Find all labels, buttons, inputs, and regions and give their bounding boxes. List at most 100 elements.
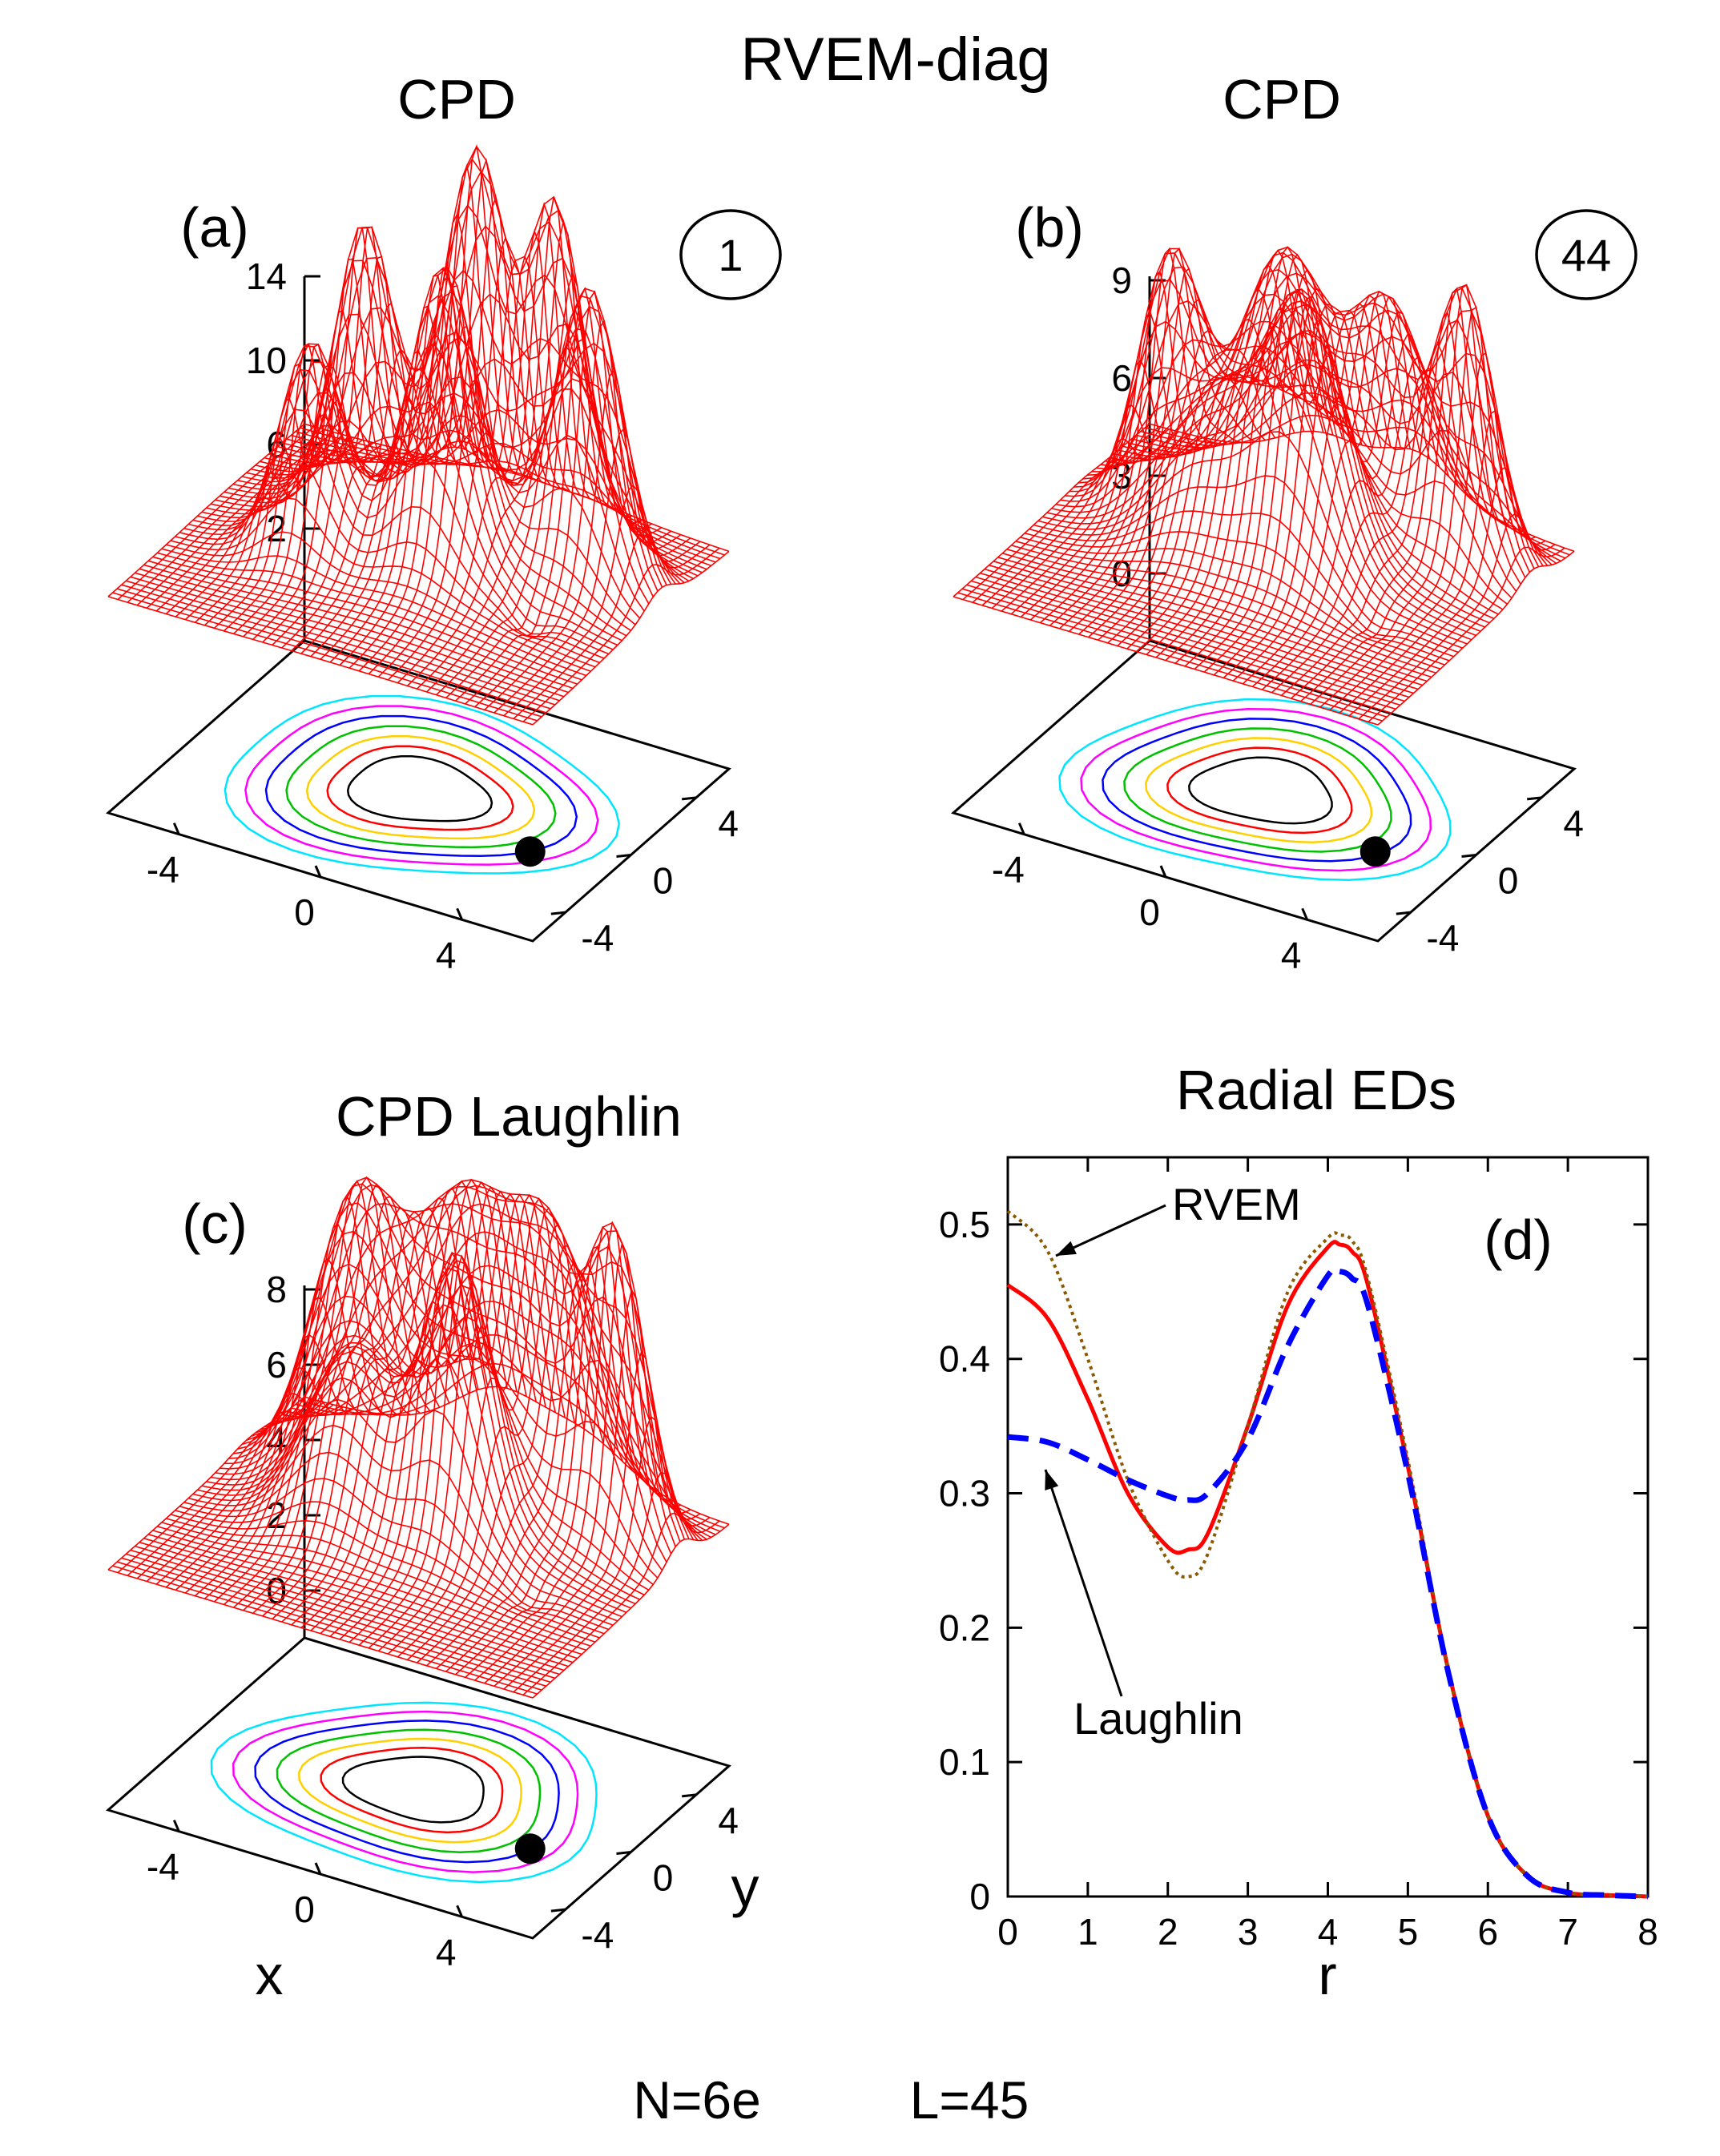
floor-contour-line xyxy=(341,1756,485,1824)
y-tick-label: 4 xyxy=(1563,802,1584,844)
floor-contour-line xyxy=(1080,708,1432,872)
panel-title: CPD xyxy=(1223,68,1341,131)
x-tick-label: 0 xyxy=(294,1889,315,1930)
surface-mesh-line xyxy=(272,1185,699,1541)
panel-letter: (d) xyxy=(1484,1209,1553,1271)
surface-mesh-line xyxy=(1136,364,1561,562)
floor-contour-line xyxy=(326,745,514,831)
surface-mesh-line xyxy=(220,376,645,612)
surface-mesh-line xyxy=(329,1185,527,1637)
y-tick-mark xyxy=(550,911,566,915)
x-tick-label: -4 xyxy=(992,849,1025,891)
footer-l-label: L=45 xyxy=(910,2070,1029,2130)
surface-mesh-line xyxy=(1194,288,1392,670)
x-tick-label: 8 xyxy=(1637,1911,1658,1953)
surface-mesh-line xyxy=(1319,306,1517,708)
y-tick-label: 0.2 xyxy=(939,1607,990,1648)
surface-mesh-line xyxy=(175,454,600,664)
floor-box xyxy=(105,639,732,943)
x-tick-label: 0 xyxy=(294,891,315,933)
surface-mesh-line xyxy=(971,580,1396,710)
fixed-electron-marker xyxy=(1359,836,1391,867)
surface-mesh-line xyxy=(224,377,650,605)
surface-mesh-line xyxy=(953,596,1379,726)
x-tick-label: 0 xyxy=(1139,891,1160,933)
surface-mesh-line xyxy=(241,1202,667,1563)
y-tick-label: 0 xyxy=(1498,860,1519,902)
y-tick-mark xyxy=(616,854,631,858)
annotation-laughlin: Laughlin xyxy=(1073,1693,1243,1744)
y-tick-mark xyxy=(682,1793,697,1798)
floor-contour-line xyxy=(1188,756,1333,825)
surface-mesh-line xyxy=(237,259,663,588)
surface-mesh-line xyxy=(1126,246,1324,650)
z-tick-label: 9 xyxy=(1111,259,1132,301)
annotation-arrow-laughlin xyxy=(1044,1469,1123,1697)
series-line-rvem xyxy=(1006,1209,1649,1898)
z-tick-label: 6 xyxy=(1111,357,1132,399)
panel-title: CPD xyxy=(397,68,516,131)
x-tick-label: 3 xyxy=(1238,1911,1259,1953)
surface-mesh-line xyxy=(1069,320,1495,620)
surface-mesh-line xyxy=(397,196,594,684)
badge-circle xyxy=(1535,209,1637,300)
x-tick-mark xyxy=(172,823,180,835)
y-tick-mark xyxy=(1461,854,1476,858)
surface-mesh-line xyxy=(304,1386,730,1526)
surface-mesh-line xyxy=(1223,296,1421,678)
y-tick-label: -4 xyxy=(1426,917,1459,959)
surface-mesh-line xyxy=(435,1262,634,1670)
floor-contour-line xyxy=(305,734,536,840)
y-tick-label: 0.4 xyxy=(939,1338,990,1380)
y-tick-label: 0 xyxy=(969,1876,990,1917)
surface-mesh-line xyxy=(260,158,685,584)
y-tick-label: -4 xyxy=(581,917,614,959)
x-tick-mark xyxy=(1159,865,1167,878)
surface-mesh-line xyxy=(1329,352,1526,711)
panel-d-radial-density-chart: 0 1 2 3 4 5 6 7 8 0 0.1 0.2 0.3 0.4 0.5 Radial EDs (d) r R… xyxy=(939,1059,1658,2006)
y-tick-mark xyxy=(550,1908,566,1913)
surface-mesh-line xyxy=(484,369,682,710)
surface-mesh-line xyxy=(165,439,363,615)
surface-mesh-line xyxy=(1051,307,1476,637)
badge-label: 44 xyxy=(1561,230,1611,280)
surface-mesh-line xyxy=(1377,550,1575,726)
floor-contour-line xyxy=(1145,737,1373,843)
surface-mesh-line xyxy=(1174,307,1372,664)
x-axis-label: x xyxy=(256,1944,284,2006)
panel-letter: (a) xyxy=(180,196,249,259)
x-tick-label: 2 xyxy=(1158,1911,1178,1953)
surface-mesh-line xyxy=(484,1288,682,1684)
x-tick-mark xyxy=(1017,823,1025,835)
panel-letter: (c) xyxy=(182,1193,248,1255)
floor-contour-line xyxy=(244,705,599,866)
surface-mesh-line xyxy=(241,227,667,585)
surface-mesh-line xyxy=(474,1241,671,1681)
floor-contour-line xyxy=(276,1728,542,1853)
surface-mesh-line xyxy=(251,256,676,585)
x-tick-mark xyxy=(1301,907,1309,920)
y-tick-label: -4 xyxy=(581,1914,614,1956)
figure-title: RVEM-diag xyxy=(740,26,1050,94)
floor-contour-line xyxy=(264,714,578,858)
surface-mesh-line xyxy=(1096,320,1521,585)
annotation-arrow-rvem xyxy=(1055,1204,1166,1257)
panel-title: Radial EDs xyxy=(1176,1059,1456,1121)
surface-mesh-line xyxy=(377,1197,576,1652)
surface-mesh-line xyxy=(1242,332,1440,685)
surface-mesh-line xyxy=(1100,293,1526,578)
surface-mesh-line xyxy=(246,226,672,585)
annotation-arrow-laughlin-head xyxy=(1045,1470,1059,1490)
surface-mesh-line xyxy=(368,254,566,675)
floor-contour-line xyxy=(285,725,557,849)
surface-mesh-line xyxy=(194,1222,392,1597)
surface-mesh-line xyxy=(1203,294,1401,673)
surface-mesh-line xyxy=(474,320,672,708)
surface-mesh-line xyxy=(255,1184,681,1543)
floor-box xyxy=(950,639,1577,943)
x-tick-label: 4 xyxy=(436,934,457,975)
fixed-electron-marker xyxy=(514,836,546,867)
